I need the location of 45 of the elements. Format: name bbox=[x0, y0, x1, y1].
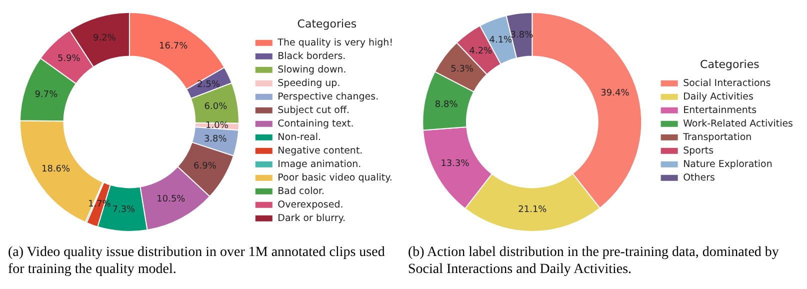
data-label: 6.9% bbox=[194, 162, 217, 172]
data-label: 10.5% bbox=[156, 194, 186, 205]
legend-label: Black borders. bbox=[278, 50, 346, 62]
legend-label: Nature Exploration bbox=[683, 158, 772, 170]
legend-label: Others bbox=[683, 172, 716, 184]
legend-label: Social Interactions bbox=[683, 78, 771, 89]
data-label: 9.2% bbox=[93, 33, 116, 44]
data-label: 8.8% bbox=[434, 100, 458, 110]
legend-label: Negative content. bbox=[278, 145, 363, 156]
text: (a) Video quality issue distribution in over 1M annotated clips used for training the quality model. bbox=[8, 244, 386, 278]
legend-label: Non-real. bbox=[278, 132, 322, 143]
data-label: 16.7% bbox=[159, 42, 188, 52]
data-label: 4.1% bbox=[489, 36, 513, 46]
legend-label: Transportation bbox=[682, 132, 752, 143]
data-label: 9.7% bbox=[34, 90, 58, 100]
legend-label: Subject cut off. bbox=[278, 104, 350, 116]
legend-label: The quality is very high! bbox=[276, 37, 394, 48]
data-label: 4.2% bbox=[469, 46, 493, 56]
data-label: 3.8% bbox=[204, 134, 228, 144]
data-label: 5.3% bbox=[450, 64, 474, 75]
legend-title: Categories bbox=[297, 17, 357, 30]
legend-label: Bad color. bbox=[278, 186, 325, 197]
data-label: 2.5% bbox=[197, 80, 220, 90]
legend-label: Overexposed. bbox=[278, 199, 344, 210]
data-label: 21.1% bbox=[518, 204, 548, 215]
legend-label: Entertainments bbox=[683, 104, 757, 116]
data-label: 7.3% bbox=[112, 204, 136, 215]
legend-label: Poor basic video quality. bbox=[278, 172, 392, 184]
legend-label: Containing text. bbox=[278, 118, 354, 130]
legend-label: Speeding up. bbox=[278, 78, 340, 89]
legend-label: Work-Related Activities bbox=[683, 118, 794, 130]
data-label: 1.0% bbox=[206, 121, 229, 132]
legend-label: Sports bbox=[683, 145, 714, 156]
legend-label: Slowing down. bbox=[278, 64, 346, 76]
data-label: 18.6% bbox=[41, 164, 71, 175]
legend-label: Image animation. bbox=[278, 158, 362, 170]
legend-title: Categories bbox=[700, 58, 760, 71]
legend-label: Perspective changes. bbox=[278, 91, 379, 102]
legend-label: Daily Activities bbox=[683, 91, 754, 102]
text: (b) Action label distribution in the pre-training data, dominated by Social Interactions and Daily Activities. bbox=[408, 244, 780, 278]
data-label: 6.0% bbox=[204, 102, 228, 112]
data-label: 13.3% bbox=[440, 158, 470, 169]
data-label: 5.9% bbox=[57, 54, 81, 64]
data-label: 39.4% bbox=[600, 88, 630, 99]
legend-label: Dark or blurry. bbox=[278, 212, 346, 224]
